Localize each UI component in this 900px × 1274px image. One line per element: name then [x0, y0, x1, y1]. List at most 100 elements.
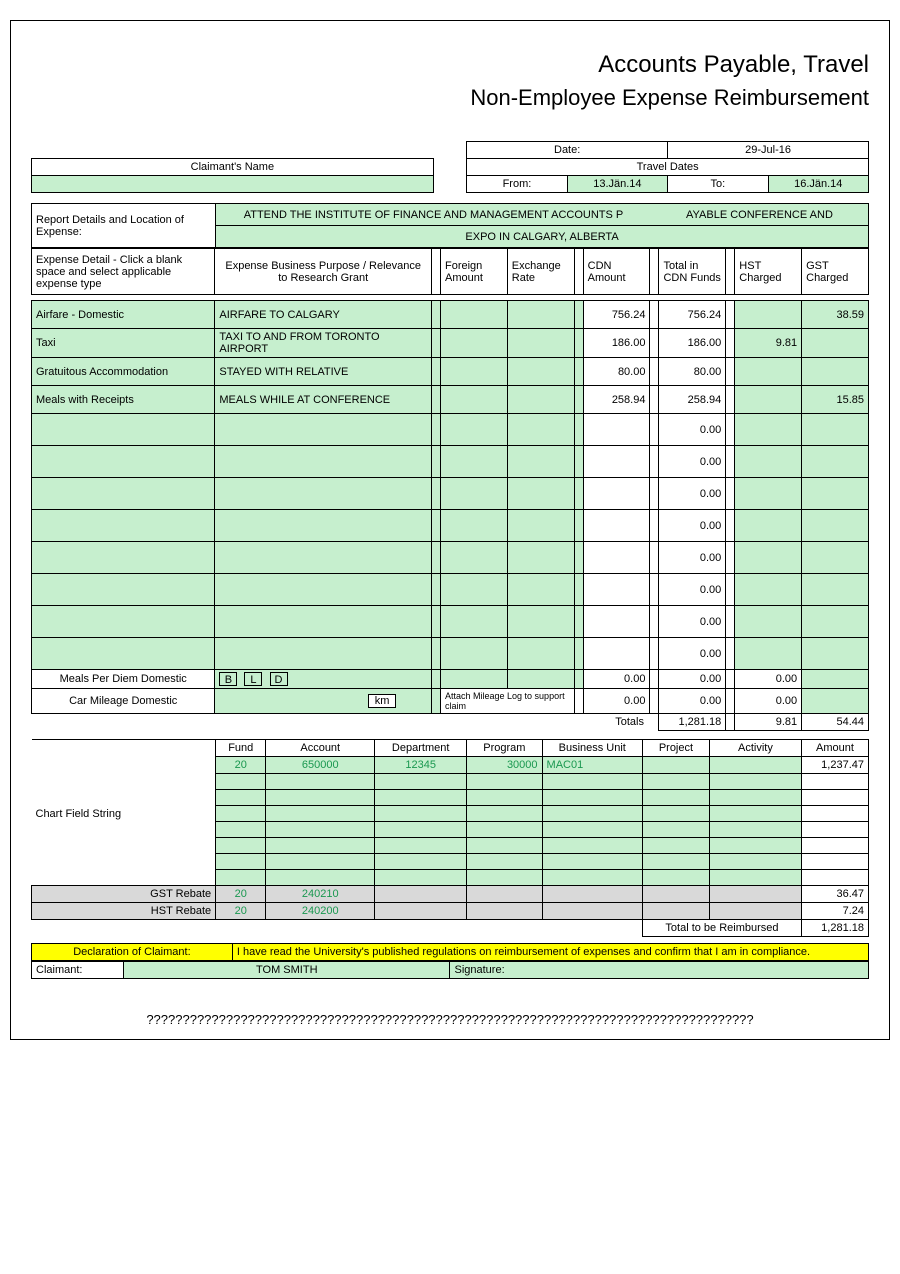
to-value[interactable]: 16.Jän.14 [768, 176, 868, 193]
mileage-km-cell[interactable]: km [215, 689, 432, 714]
row-foreign[interactable] [441, 478, 508, 510]
row-purpose[interactable] [215, 446, 432, 478]
row-foreign[interactable] [441, 386, 508, 414]
perdiem-d[interactable]: D [270, 672, 288, 686]
row-foreign[interactable] [441, 414, 508, 446]
cfs-proj[interactable] [642, 757, 709, 774]
cfs-blank-row [32, 774, 869, 790]
cfs-activity[interactable] [709, 757, 801, 774]
report-details-a[interactable]: ATTEND THE INSTITUTE OF FINANCE AND MANA… [216, 204, 651, 226]
row-foreign[interactable] [441, 301, 508, 329]
row-purpose[interactable] [215, 478, 432, 510]
row-hst[interactable] [735, 301, 802, 329]
row-detail[interactable] [32, 478, 215, 510]
row-detail[interactable] [32, 510, 215, 542]
row-hst[interactable] [735, 358, 802, 386]
row-detail[interactable] [32, 414, 215, 446]
row-purpose[interactable]: STAYED WITH RELATIVE [215, 358, 432, 386]
row-rate[interactable] [507, 510, 574, 542]
row-rate[interactable] [507, 358, 574, 386]
row-gst[interactable] [802, 574, 869, 606]
row-cdn: 756.24 [583, 301, 650, 329]
row-rate[interactable] [507, 638, 574, 670]
row-foreign[interactable] [441, 329, 508, 358]
row-foreign[interactable] [441, 358, 508, 386]
claimant-name[interactable]: TOM SMITH [124, 962, 450, 979]
row-purpose[interactable] [215, 510, 432, 542]
cfs-prog[interactable]: 30000 [467, 757, 542, 774]
row-purpose[interactable] [215, 574, 432, 606]
row-purpose[interactable] [215, 638, 432, 670]
row-hst[interactable]: 9.81 [735, 329, 802, 358]
cfs-dept[interactable]: 12345 [375, 757, 467, 774]
row-foreign[interactable] [441, 446, 508, 478]
row-purpose[interactable]: TAXI TO AND FROM TORONTO AIRPORT [215, 329, 432, 358]
mileage-total: 0.00 [659, 689, 726, 714]
row-foreign[interactable] [441, 510, 508, 542]
row-foreign[interactable] [441, 574, 508, 606]
row-rate[interactable] [507, 386, 574, 414]
report-details-c[interactable]: EXPO IN CALGARY, ALBERTA [216, 226, 869, 248]
row-detail[interactable]: Airfare - Domestic [32, 301, 215, 329]
from-value[interactable]: 13.Jän.14 [567, 176, 667, 193]
row-gst[interactable] [802, 542, 869, 574]
row-detail[interactable]: Gratuitous Accommodation [32, 358, 215, 386]
row-gst[interactable] [802, 606, 869, 638]
row-hst[interactable] [735, 574, 802, 606]
row-hst[interactable] [735, 446, 802, 478]
footer-text: ????????????????????????????????????????… [11, 1012, 889, 1027]
row-purpose[interactable] [215, 542, 432, 574]
row-purpose[interactable]: MEALS WHILE AT CONFERENCE [215, 386, 432, 414]
row-purpose[interactable] [215, 414, 432, 446]
row-detail[interactable] [32, 574, 215, 606]
row-hst[interactable] [735, 542, 802, 574]
row-rate[interactable] [507, 606, 574, 638]
row-foreign[interactable] [441, 606, 508, 638]
row-detail[interactable] [32, 446, 215, 478]
cfs-fund[interactable]: 20 [216, 757, 266, 774]
row-gst[interactable]: 38.59 [802, 301, 869, 329]
claimant-name-field[interactable] [32, 176, 434, 193]
row-hst[interactable] [735, 606, 802, 638]
row-rate[interactable] [507, 574, 574, 606]
row-hst[interactable] [735, 478, 802, 510]
cfs-bu[interactable]: MAC01 [542, 757, 642, 774]
totals-label: Totals [32, 714, 650, 731]
row-hst[interactable] [735, 386, 802, 414]
row-rate[interactable] [507, 446, 574, 478]
row-hst[interactable] [735, 638, 802, 670]
title-block: Accounts Payable, Travel Non-Employee Ex… [31, 51, 869, 111]
cfs-account[interactable]: 650000 [266, 757, 375, 774]
row-gst[interactable] [802, 510, 869, 542]
row-detail[interactable]: Taxi [32, 329, 215, 358]
row-rate[interactable] [507, 414, 574, 446]
row-gst[interactable]: 15.85 [802, 386, 869, 414]
row-foreign[interactable] [441, 542, 508, 574]
row-detail[interactable] [32, 606, 215, 638]
perdiem-cdn: 0.00 [583, 670, 650, 689]
perdiem-bld[interactable]: B L D [215, 670, 432, 689]
row-gst[interactable] [802, 478, 869, 510]
row-gst[interactable] [802, 329, 869, 358]
row-hst[interactable] [735, 510, 802, 542]
row-rate[interactable] [507, 542, 574, 574]
row-rate[interactable] [507, 329, 574, 358]
row-cdn [583, 606, 650, 638]
row-purpose[interactable]: AIRFARE TO CALGARY [215, 301, 432, 329]
row-rate[interactable] [507, 301, 574, 329]
row-rate[interactable] [507, 478, 574, 510]
row-purpose[interactable] [215, 606, 432, 638]
signature-label[interactable]: Signature: [450, 962, 869, 979]
row-hst[interactable] [735, 414, 802, 446]
row-gst[interactable] [802, 358, 869, 386]
row-gst[interactable] [802, 414, 869, 446]
row-gst[interactable] [802, 446, 869, 478]
row-detail[interactable]: Meals with Receipts [32, 386, 215, 414]
perdiem-b[interactable]: B [219, 672, 237, 686]
row-detail[interactable] [32, 638, 215, 670]
row-foreign[interactable] [441, 638, 508, 670]
report-details-b[interactable]: AYABLE CONFERENCE AND [651, 204, 869, 226]
perdiem-l[interactable]: L [244, 672, 262, 686]
row-gst[interactable] [802, 638, 869, 670]
row-detail[interactable] [32, 542, 215, 574]
